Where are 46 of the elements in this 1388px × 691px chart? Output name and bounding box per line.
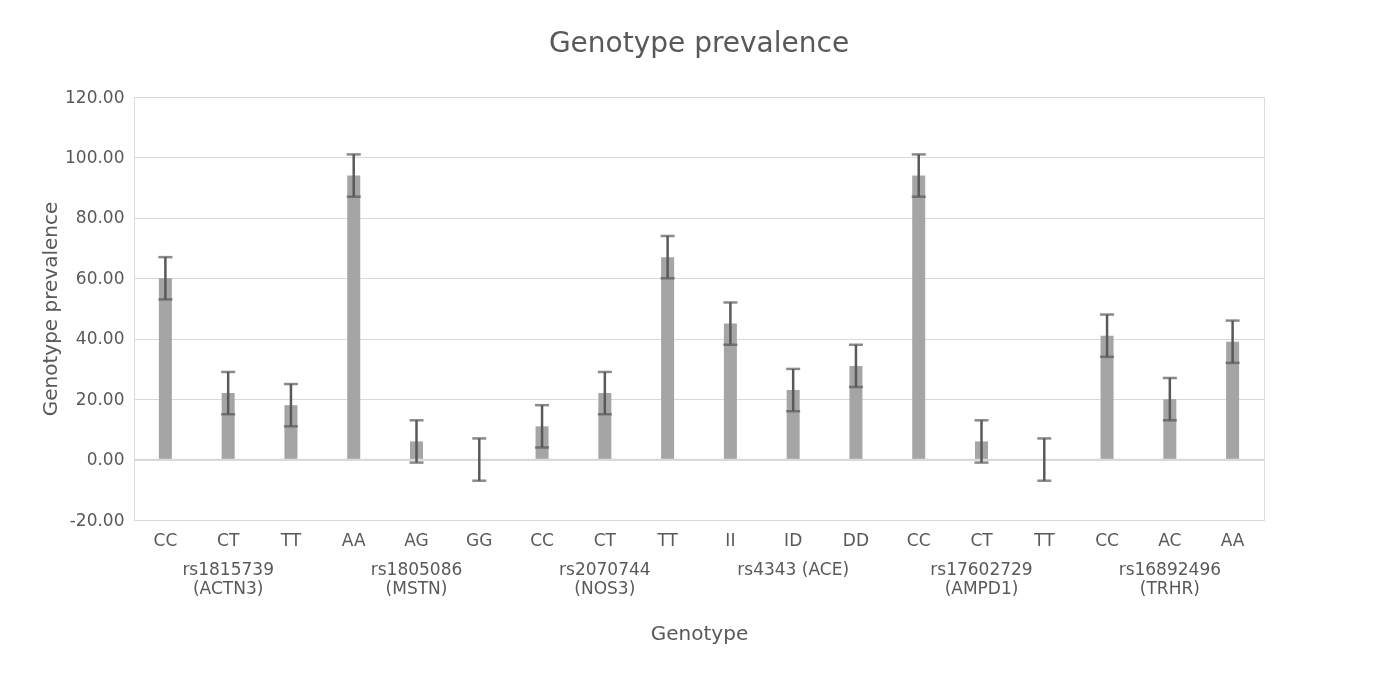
bar (158, 278, 172, 460)
x-tick-label: CC (153, 529, 178, 550)
y-tick-label: -20.00 (69, 509, 125, 530)
x-axis-title: Genotype (650, 620, 749, 645)
x-tick-label: ID (784, 529, 803, 550)
bar (347, 175, 361, 460)
text: rs16892496 (TRHR) (1118, 559, 1222, 598)
x-tick-label: CC (906, 529, 931, 550)
text: rs1805086 (MSTN) (370, 559, 463, 598)
y-tick-label: 60.00 (75, 267, 125, 288)
bar (221, 393, 235, 460)
x-tick-label: CT (217, 529, 240, 550)
text: rs4343 (ACE) (737, 559, 850, 579)
x-tick-label: CT (970, 529, 994, 550)
x-tick-label: AC (1158, 529, 1182, 550)
y-tick-label: 40.00 (75, 328, 125, 349)
y-tick-label: 0.00 (86, 449, 125, 470)
text: rs1815739 (ACTN3) (182, 559, 274, 598)
x-tick-label: TT (656, 529, 679, 550)
x-tick-label: II (725, 529, 736, 550)
y-tick-label: 20.00 (75, 388, 125, 409)
y-tick-label: 80.00 (75, 207, 125, 228)
bar (849, 365, 863, 460)
x-tick-label: CT (593, 529, 617, 550)
bar (1100, 335, 1114, 460)
x-tick-label: GG (466, 529, 493, 550)
bar (723, 323, 737, 460)
bar (912, 175, 926, 460)
text: rs17602729 (AMPD1) (930, 559, 1033, 598)
y-tick-label: 100.00 (65, 146, 125, 167)
x-tick-label: DD (842, 529, 870, 550)
x-tick-label: TT (1033, 529, 1056, 550)
x-tick-label: AA (341, 529, 366, 550)
chart-title: Genotype prevalence (548, 26, 850, 59)
y-axis-title: Genotype prevalence (38, 201, 63, 417)
bar (661, 257, 675, 460)
x-tick-label: TT (279, 529, 302, 550)
x-tick-label: AA (1220, 529, 1245, 550)
text: rs2070744 (NOS3) (559, 559, 651, 598)
y-tick-label: 120.00 (65, 86, 125, 107)
x-tick-label: CC (530, 529, 554, 550)
bar (1226, 341, 1240, 460)
x-tick-label: CC (1095, 529, 1119, 550)
bar (598, 393, 612, 460)
x-tick-label: AG (404, 529, 429, 550)
bar (786, 390, 800, 460)
